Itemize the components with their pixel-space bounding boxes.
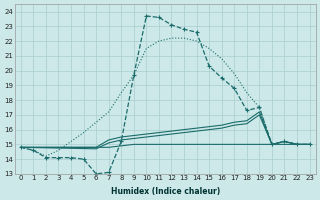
X-axis label: Humidex (Indice chaleur): Humidex (Indice chaleur) [111,187,220,196]
